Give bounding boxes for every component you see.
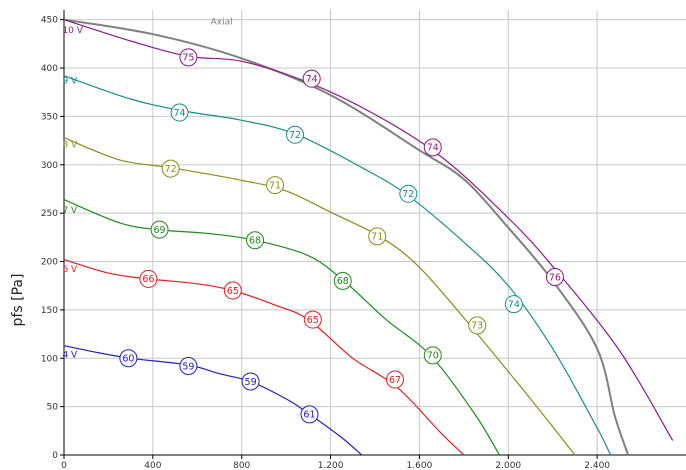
y-tick-label: 200 — [41, 258, 58, 268]
axes: 0 50 100 150 200 250 300 350 400 450 0 400 800 1.200 1… — [41, 10, 686, 470]
y-tick-label: 250 — [41, 209, 58, 219]
efficiency-marker-label: 59 — [245, 377, 257, 388]
x-tick-label: 1.600 — [407, 461, 433, 470]
y-tick-label: 0 — [52, 451, 58, 461]
x-tick-label: 0 — [61, 461, 67, 470]
efficiency-marker-label: 72 — [402, 189, 414, 200]
efficiency-marker-label: 65 — [227, 286, 239, 297]
y-tick-label: 350 — [41, 112, 58, 122]
efficiency-marker-label: 72 — [289, 130, 301, 141]
series-label-axial: Axial — [211, 18, 233, 28]
efficiency-marker-label: 72 — [165, 164, 177, 175]
y-tick-label: 50 — [47, 403, 59, 413]
efficiency-marker-label: 65 — [307, 315, 319, 326]
efficiency-marker-label: 67 — [389, 375, 401, 386]
series-labels: Axial 10 V 9 V 8 V 7 V 6 V 4 V — [62, 18, 232, 361]
efficiency-marker-label: 75 — [182, 53, 194, 64]
efficiency-marker-label: 71 — [371, 232, 383, 243]
efficiency-marker-label: 70 — [427, 351, 439, 362]
series-label-10-v: 10 V — [62, 26, 83, 36]
series-line-4-v — [64, 346, 362, 455]
y-tick-label: 450 — [41, 16, 58, 26]
x-tick-label: 1.200 — [318, 461, 344, 470]
y-tick-label: 100 — [41, 354, 58, 364]
efficiency-marker-label: 60 — [122, 354, 134, 365]
efficiency-marker-label: 74 — [173, 108, 185, 119]
efficiency-marker-label: 74 — [306, 74, 318, 85]
efficiency-marker-label: 66 — [142, 274, 154, 285]
x-tick-label: 2.000 — [495, 461, 521, 470]
y-tick-label: 400 — [41, 64, 58, 74]
x-tick-label: 800 — [233, 461, 250, 470]
series-line-8-v — [64, 138, 575, 455]
efficiency-marker-label: 76 — [549, 272, 561, 283]
series-label-6-v: 6 V — [62, 265, 78, 275]
y-tick-label: 150 — [41, 306, 58, 316]
efficiency-marker-label: 68 — [249, 236, 261, 247]
x-tick-label: 400 — [144, 461, 161, 470]
y-axis-label: pfs [Pa] — [10, 274, 26, 327]
efficiency-marker-label: 68 — [337, 276, 349, 287]
efficiency-markers: 75 74 74 76 74 72 72 74 72 71 71 73 69 68 68 70 66 65 65 67… — [120, 49, 564, 423]
efficiency-marker-label: 71 — [269, 180, 281, 191]
efficiency-marker-label: 74 — [427, 143, 439, 154]
series-line-7-v — [64, 200, 499, 455]
series-line-9-v — [64, 76, 611, 455]
y-tick-label: 300 — [41, 161, 58, 171]
x-tick-label: 2.400 — [584, 461, 610, 470]
efficiency-marker-label: 74 — [508, 299, 520, 310]
series-label-7-v: 7 V — [62, 206, 78, 216]
efficiency-marker-label: 69 — [153, 225, 165, 236]
series-label-4-v: 4 V — [62, 350, 78, 360]
efficiency-marker-label: 59 — [182, 361, 194, 372]
series-line-axial — [64, 20, 628, 455]
efficiency-marker-label: 61 — [303, 410, 315, 421]
series-label-9-v: 9 V — [62, 77, 78, 87]
series-label-8-v: 8 V — [62, 140, 78, 150]
efficiency-marker-label: 73 — [471, 321, 483, 332]
